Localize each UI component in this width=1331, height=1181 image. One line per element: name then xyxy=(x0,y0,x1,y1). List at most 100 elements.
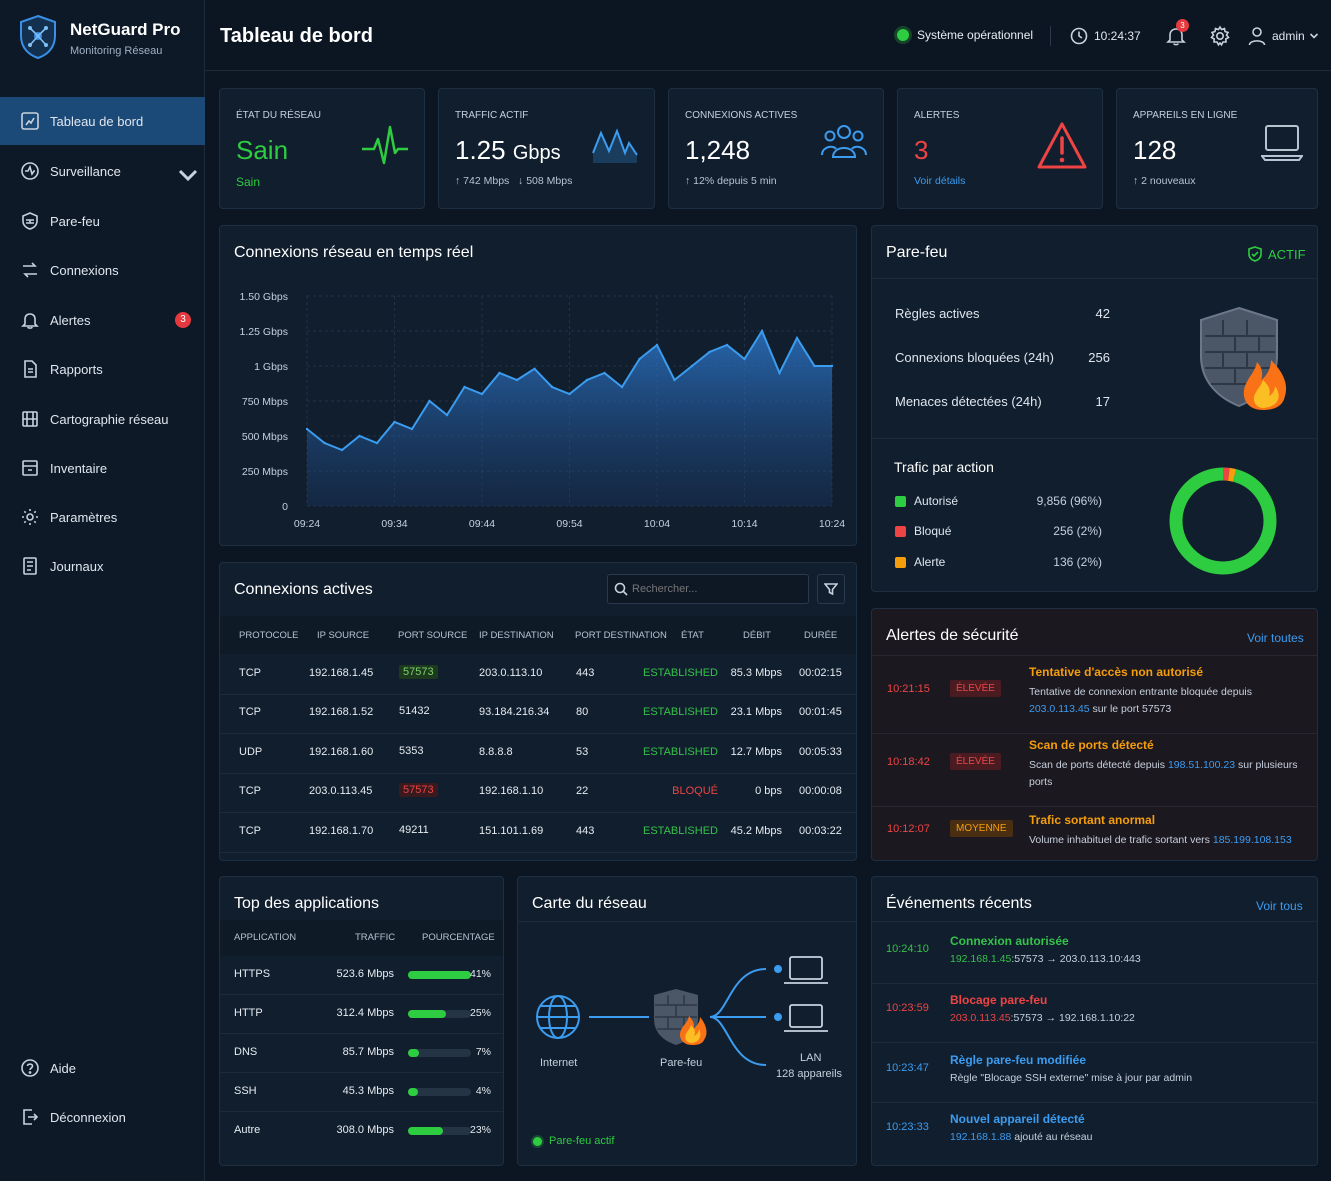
event-ip[interactable]: 192.168.1.45 xyxy=(950,953,1012,965)
divider xyxy=(872,733,1317,734)
source-port-value: 51432 xyxy=(399,705,430,717)
kpi-alerts: ALERTES 3 Voir détails xyxy=(897,88,1103,209)
alert-description-suffix: sur plusieurs ports xyxy=(1029,759,1298,788)
list-item[interactable]: Autre 308.0 Mbps 23% xyxy=(220,1112,503,1151)
event-ip[interactable]: 192.168.1.88 xyxy=(950,1131,1012,1143)
search-input[interactable] xyxy=(632,583,802,595)
event-item[interactable]: 10:23:47 Règle pare-feu modifiée Règle "Bl… xyxy=(872,1044,1317,1103)
alert-item[interactable]: 10:21:15 ÉLEVÉE Tentative d'accès non auto… xyxy=(872,661,1317,734)
column-header[interactable]: PORT DESTINATION xyxy=(575,630,667,641)
devices-new: 2 nouveaux xyxy=(1141,175,1196,187)
alert-description: Volume inhabituel de trafic sortant vers… xyxy=(1029,832,1299,849)
list-item[interactable]: SSH 45.3 Mbps 4% xyxy=(220,1073,503,1112)
column-header[interactable]: ÉTAT xyxy=(681,630,704,641)
panel-title: Top des applications xyxy=(234,895,379,912)
map-label-internet: Internet xyxy=(540,1057,578,1069)
sidebar-item-alerts[interactable]: Alertes 3 xyxy=(0,296,205,344)
data-point xyxy=(778,371,781,375)
sidebar-item-surveillance[interactable]: Surveillance xyxy=(0,147,205,195)
column-header[interactable]: DURÉE xyxy=(804,630,838,641)
event-title: Règle pare-feu modifiée xyxy=(950,1053,1087,1067)
sidebar-item-connections[interactable]: Connexions xyxy=(0,246,205,294)
legend-swatch-allowed xyxy=(895,496,906,507)
settings-gear-icon[interactable] xyxy=(1209,25,1231,47)
app-traffic: 85.7 Mbps xyxy=(342,1046,394,1058)
legend-label: Bloqué xyxy=(914,524,952,538)
cell-destination-ip: 192.168.1.10 xyxy=(479,785,544,797)
notification-count-badge: 3 xyxy=(1176,19,1189,32)
sidebar-item-logs[interactable]: Journaux xyxy=(0,542,205,590)
column-header[interactable]: DÉBIT xyxy=(743,630,771,641)
column-header[interactable]: PORT SOURCE xyxy=(398,630,468,641)
inventory-icon xyxy=(22,460,38,476)
table-row[interactable]: TCP 192.168.1.70 49211 151.101.1.69 443 ESTAB… xyxy=(220,814,856,853)
kpi-sub: ↑ 2 nouveaux xyxy=(1133,175,1196,187)
event-item[interactable]: 10:23:33 Nouvel appareil détecté 192.168.1… xyxy=(872,1103,1317,1161)
y-tick-label: 0 xyxy=(282,501,288,513)
cell-rate: 0 bps xyxy=(755,785,782,797)
list-item[interactable]: DNS 85.7 Mbps 7% xyxy=(220,1034,503,1073)
alert-item[interactable]: 10:12:07 MOYENNE Trafic sortant anormal Vol… xyxy=(872,809,1317,857)
see-all-alerts-link[interactable]: Voir toutes xyxy=(1247,631,1304,645)
search-box[interactable] xyxy=(607,574,809,604)
list-item[interactable]: HTTPS 523.6 Mbps 41% xyxy=(220,956,503,995)
alert-description-text: Tentative de connexion entrante bloquée … xyxy=(1029,686,1253,698)
column-header[interactable]: IP DESTINATION xyxy=(479,630,554,641)
cell-destination-port: 443 xyxy=(576,667,595,679)
column-header[interactable]: POURCENTAGE xyxy=(422,932,495,943)
app-percentage: 7% xyxy=(475,1046,491,1058)
see-all-events-link[interactable]: Voir tous xyxy=(1256,899,1303,913)
see-details-link[interactable]: Voir détails xyxy=(914,175,966,187)
table-row[interactable]: TCP 203.0.113.45 57573 192.168.1.10 22 BLOQUÉ… xyxy=(220,774,856,813)
alert-title: Tentative d'accès non autorisé xyxy=(1029,665,1204,679)
sidebar-item-dashboard[interactable]: Tableau de bord xyxy=(0,97,205,145)
chevron-down-icon[interactable] xyxy=(178,165,198,185)
cell-source-port: 57573 xyxy=(399,783,438,797)
filter-button[interactable] xyxy=(817,574,845,604)
sidebar-item-logout[interactable]: Déconnexion xyxy=(0,1093,205,1141)
alert-description-text: Volume inhabituel de trafic sortant vers xyxy=(1029,834,1210,846)
kpi-value: 1.25 Gbps xyxy=(455,135,561,166)
data-point xyxy=(638,357,641,361)
column-header[interactable]: PROTOCOLE xyxy=(239,630,299,641)
table-row[interactable]: TCP 192.168.1.52 51432 93.184.216.34 80 ESTAB… xyxy=(220,695,856,734)
alert-ip[interactable]: 203.0.113.45 xyxy=(1029,703,1090,715)
data-point xyxy=(323,441,326,445)
column-header[interactable]: TRAFFIC xyxy=(355,932,396,943)
sidebar-item-network-map[interactable]: Cartographie réseau xyxy=(0,395,205,443)
column-header[interactable]: APPLICATION xyxy=(234,932,297,943)
sidebar-item-help[interactable]: Aide xyxy=(0,1044,205,1092)
table-row[interactable]: TCP 192.168.1.45 57573 203.0.113.10 443 ESTAB… xyxy=(220,656,856,695)
data-point xyxy=(725,343,729,347)
header-divider xyxy=(1050,26,1051,46)
table-row[interactable]: UDP 192.168.1.60 5353 8.8.8.8 53 ESTABLISHED 1… xyxy=(220,735,856,774)
event-ip[interactable]: 203.0.113.45 xyxy=(950,1012,1011,1024)
data-point xyxy=(655,343,659,347)
status-dot-icon xyxy=(897,29,909,41)
kpi-network-state: ÉTAT DU RÉSEAU Sain Sain xyxy=(219,88,425,209)
event-item[interactable]: 10:23:59 Blocage pare-feu 203.0.113.45:575… xyxy=(872,984,1317,1043)
app-percentage: 25% xyxy=(469,1007,491,1019)
alert-item[interactable]: 10:18:42 ÉLEVÉE Scan de ports détecté Scan … xyxy=(872,734,1317,807)
cell-destination-ip: 8.8.8.8 xyxy=(479,746,513,758)
app-name: SSH xyxy=(234,1085,257,1097)
recent-events-panel: Événements récents Voir tous 10:24:10 Con… xyxy=(871,876,1318,1166)
column-header[interactable]: IP SOURCE xyxy=(317,630,370,641)
list-item[interactable]: HTTP 312.4 Mbps 25% xyxy=(220,995,503,1034)
alert-ip[interactable]: 185.199.108.153 xyxy=(1212,834,1292,846)
app-percentage: 4% xyxy=(475,1085,491,1097)
sidebar-item-firewall[interactable]: Pare-feu xyxy=(0,197,205,245)
sidebar-item-settings[interactable]: Paramètres xyxy=(0,493,205,541)
alert-ip[interactable]: 198.51.100.23 xyxy=(1167,759,1236,771)
cell-destination-port: 22 xyxy=(576,785,589,797)
event-item[interactable]: 10:24:10 Connexion autorisée 192.168.1.45:… xyxy=(872,925,1317,984)
sidebar-item-inventory[interactable]: Inventaire xyxy=(0,444,205,492)
user-menu[interactable]: admin xyxy=(1248,26,1319,46)
data-point xyxy=(603,371,606,375)
panel-title: Pare-feu xyxy=(886,244,948,261)
sidebar-item-reports[interactable]: Rapports xyxy=(0,345,205,393)
x-tick-label: 09:24 xyxy=(294,518,320,530)
network-map-panel: Carte du réseau Internet Pare-feu LAN 12… xyxy=(517,876,857,1166)
legend-label: Autorisé xyxy=(914,494,959,508)
kpi-value: Sain xyxy=(236,135,289,165)
